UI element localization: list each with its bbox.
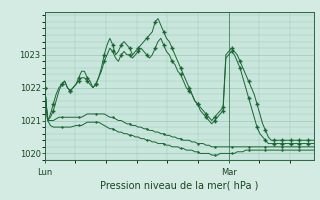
X-axis label: Pression niveau de la mer( hPa ): Pression niveau de la mer( hPa ) (100, 181, 258, 191)
